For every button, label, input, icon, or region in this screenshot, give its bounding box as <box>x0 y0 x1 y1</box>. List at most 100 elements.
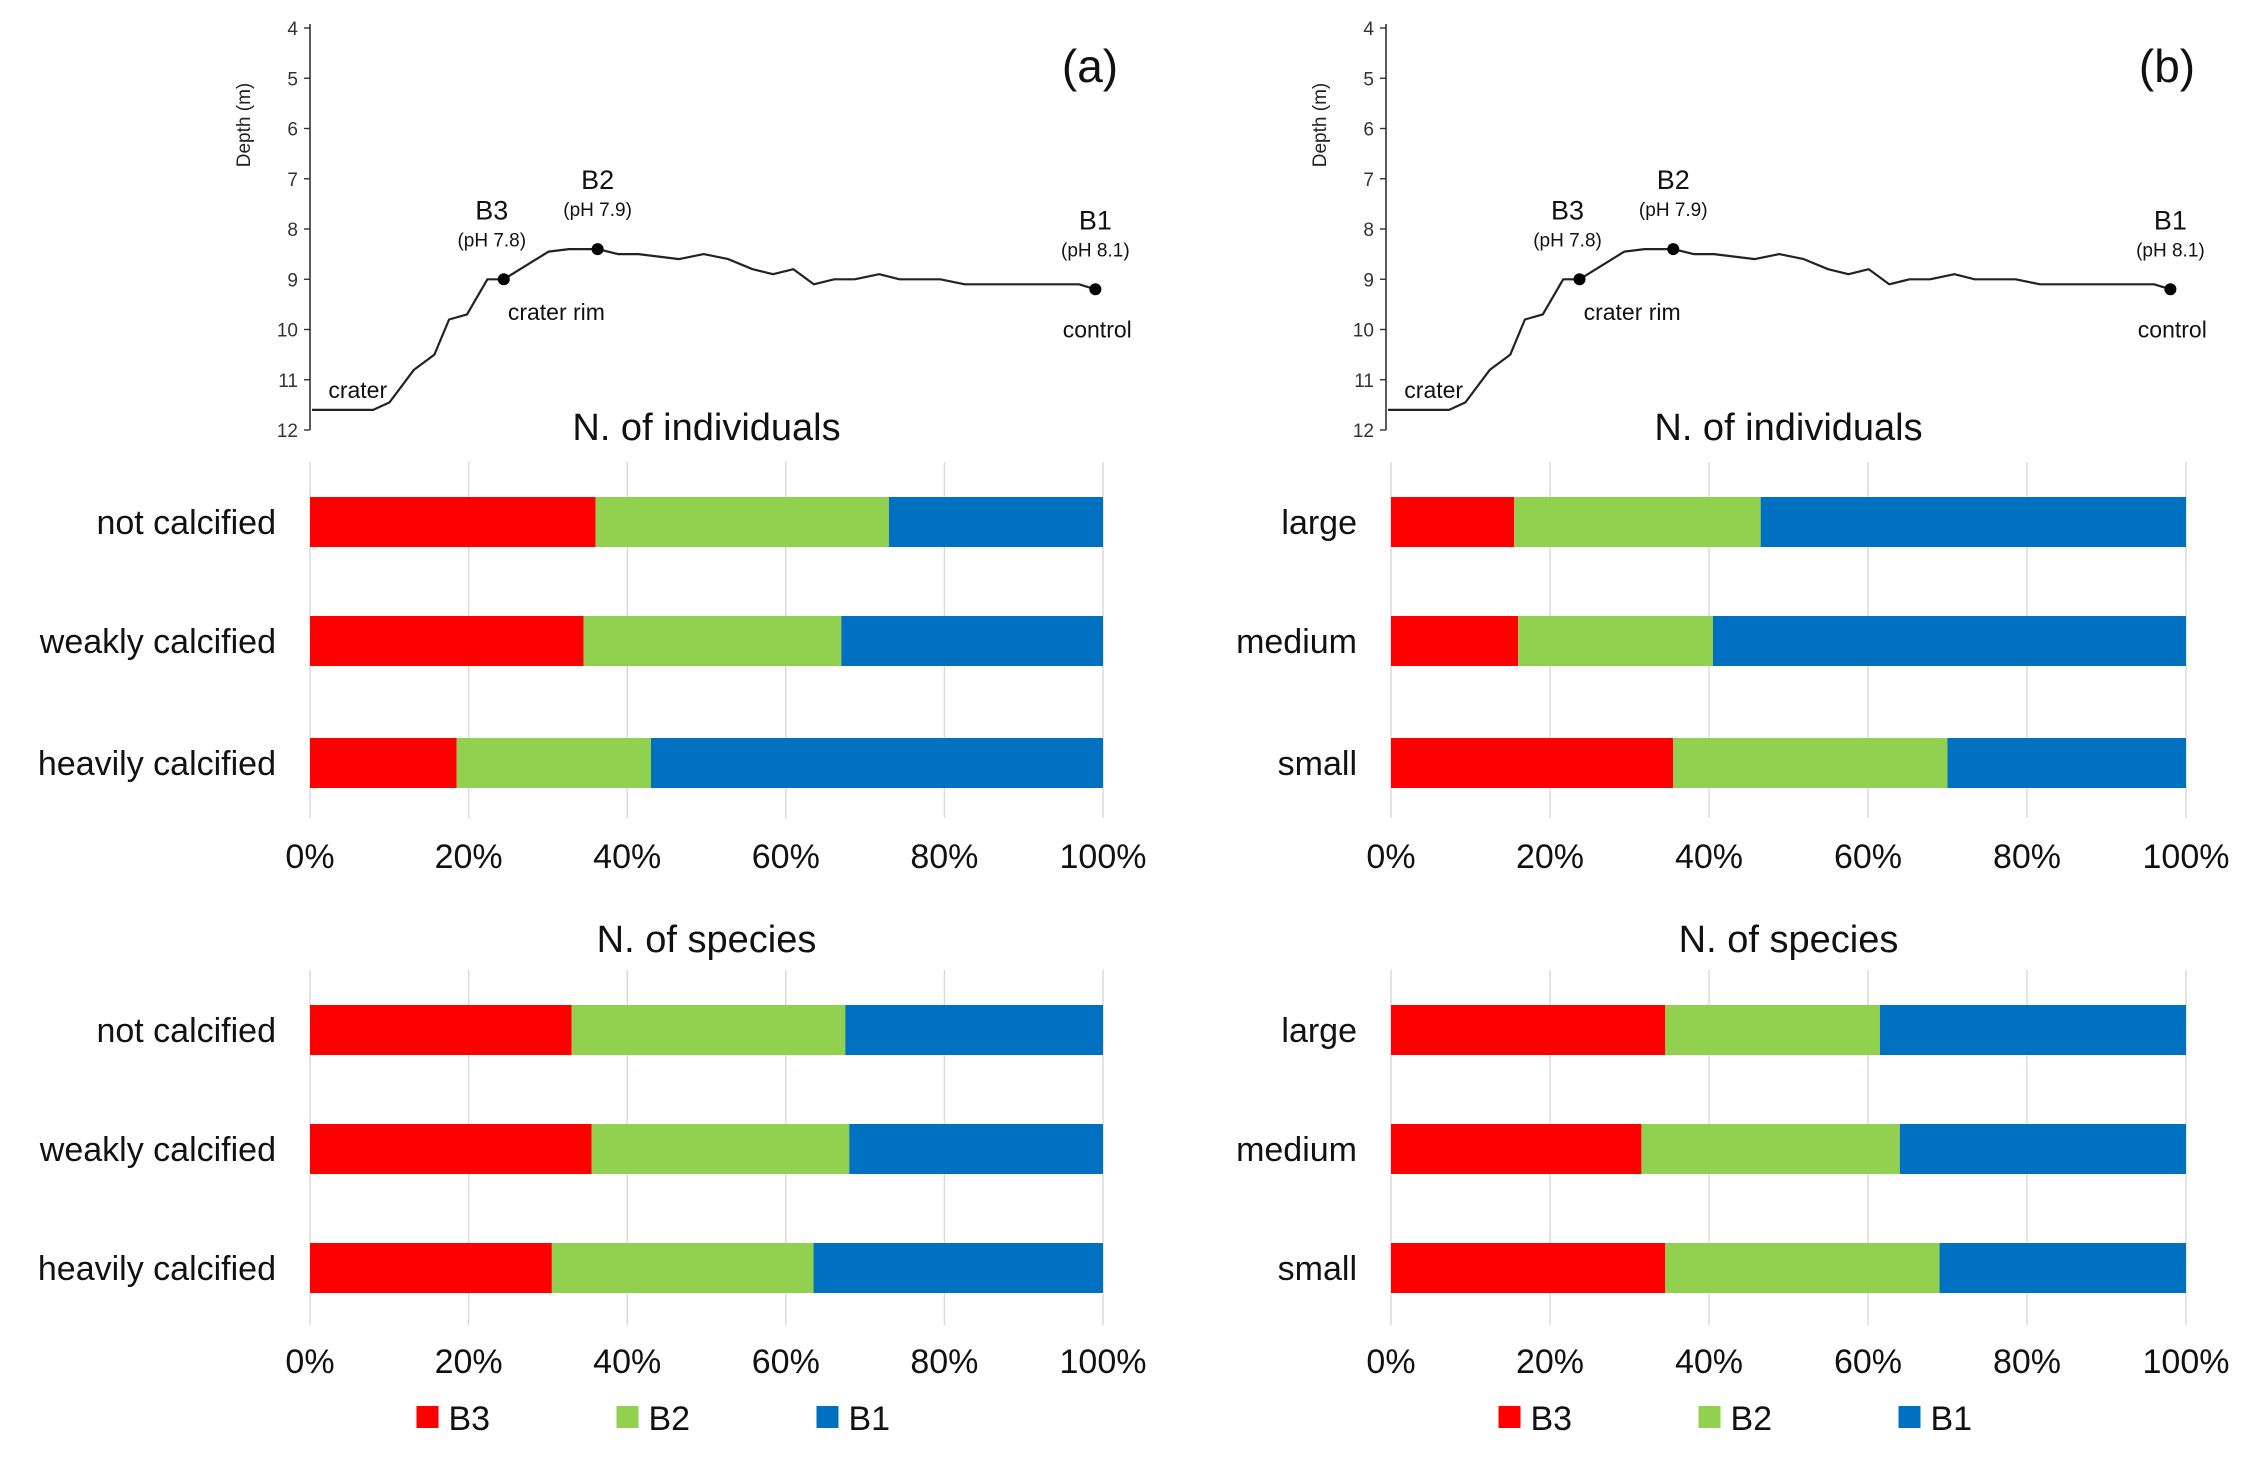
station-name: B1 <box>2154 205 2187 235</box>
bar-segment-b2 <box>591 1124 850 1174</box>
x-tick-label: 60% <box>752 838 820 876</box>
depth-tick-label: 11 <box>1354 371 1374 392</box>
depth-tick-label: 10 <box>277 321 298 342</box>
station-marker-b3 <box>497 273 510 286</box>
x-tick-label: 80% <box>910 838 978 876</box>
bar-segment-b3 <box>1391 1005 1666 1055</box>
profile-annotation: crater <box>328 377 387 403</box>
x-tick-label: 80% <box>1993 838 2061 876</box>
bar-segment-b3 <box>1391 616 1519 666</box>
station-name: B3 <box>1551 195 1584 225</box>
panel-label: (b) <box>2139 40 2195 92</box>
x-tick-label: 100% <box>1060 838 1147 876</box>
profile-annotation: crater <box>1404 377 1463 403</box>
bar-segment-b3 <box>1391 1124 1642 1174</box>
station-marker-b2 <box>1667 243 1680 256</box>
bar-segment-b2 <box>583 616 842 666</box>
profile-annotation: crater rim <box>508 299 605 325</box>
legend-label: B2 <box>1731 1400 1773 1438</box>
bar-segment-b2 <box>595 497 889 547</box>
bar-segment-b3 <box>310 1124 592 1174</box>
x-tick-label: 60% <box>1834 1343 1902 1381</box>
chart-title: N. of individuals <box>572 407 840 449</box>
depth-tick-label: 5 <box>287 69 298 90</box>
bar-segment-b2 <box>1673 738 1948 788</box>
legend-swatch-b1 <box>816 1406 839 1428</box>
x-tick-label: 0% <box>1366 838 1415 876</box>
x-tick-label: 80% <box>910 1343 978 1381</box>
category-label: weakly calcified <box>39 623 276 661</box>
station-ph: (pH 7.8) <box>457 230 526 251</box>
station-ph: (pH 8.1) <box>2136 240 2205 261</box>
profile-annotation: control <box>2138 317 2207 343</box>
station-marker-b3 <box>1573 273 1586 286</box>
depth-tick-label: 6 <box>1363 120 1374 141</box>
x-tick-label: 0% <box>285 838 334 876</box>
x-tick-label: 60% <box>1834 838 1902 876</box>
seafloor-profile-line <box>1388 248 2171 411</box>
category-label: medium <box>1236 623 1357 661</box>
category-label: weakly calcified <box>39 1131 276 1169</box>
bar-segment-b3 <box>1391 738 1674 788</box>
bar-segment-b1 <box>1760 497 2186 547</box>
x-tick-label: 40% <box>1675 838 1743 876</box>
legend-b: B3 B2 B1 <box>1498 1400 1973 1438</box>
category-label: heavily calcified <box>38 745 276 783</box>
x-tick-label: 20% <box>1516 838 1584 876</box>
bar-segment-b2 <box>1665 1243 1940 1293</box>
bar-segment-b3 <box>310 616 584 666</box>
bar-segment-b3 <box>310 738 457 788</box>
depth-tick-label: 9 <box>287 270 298 291</box>
station-ph: (pH 7.8) <box>1533 230 1602 251</box>
depth-tick-label: 7 <box>287 170 298 191</box>
stacked-bar-chart-b-species: 0% 20% 40% 60% 80% 100% N. of species large medi… <box>1236 919 2229 1381</box>
category-label: not calcified <box>96 1012 276 1050</box>
chart-title: N. of species <box>597 919 817 961</box>
bar-segment-b1 <box>849 1124 1103 1174</box>
category-label: small <box>1278 1250 1357 1288</box>
legend-label: B1 <box>1931 1400 1973 1438</box>
legend-label: B1 <box>849 1400 891 1438</box>
bar-segment-b2 <box>571 1005 846 1055</box>
x-tick-label: 20% <box>435 838 503 876</box>
bar-segment-b1 <box>888 497 1103 547</box>
depth-tick-label: 9 <box>1363 270 1374 291</box>
depth-tick-label: 4 <box>287 19 298 40</box>
station-name: B2 <box>1657 165 1690 195</box>
depth-axis-label: Depth (m) <box>234 83 255 167</box>
x-tick-label: 100% <box>2143 838 2230 876</box>
stacked-bar-chart-b-individuals: 0% 20% 40% 60% 80% 100% N. of individuals large… <box>1236 407 2229 876</box>
bar-segment-b1 <box>1939 1243 2186 1293</box>
bar-segment-b2 <box>551 1243 814 1293</box>
x-tick-label: 20% <box>1516 1343 1584 1381</box>
depth-tick-label: 10 <box>1353 321 1374 342</box>
station-marker-b1 <box>2164 283 2177 296</box>
x-tick-label: 100% <box>1060 1343 1147 1381</box>
station-name: B3 <box>475 195 508 225</box>
depth-tick-label: 6 <box>287 120 298 141</box>
depth-tick-label: 11 <box>278 371 298 392</box>
station-marker-b1 <box>1089 283 1102 296</box>
legend-swatch-b3 <box>416 1406 439 1428</box>
legend-label: B2 <box>649 1400 691 1438</box>
bar-segment-b3 <box>310 1005 572 1055</box>
bar-segment-b1 <box>1899 1124 2186 1174</box>
stacked-bar-chart-a-species: 0% 20% 40% 60% 80% 100% N. of species not calci… <box>38 919 1147 1381</box>
category-label: not calcified <box>96 504 276 542</box>
x-tick-label: 0% <box>1366 1343 1415 1381</box>
seafloor-profile-line <box>312 248 1096 411</box>
profile-annotation: control <box>1063 317 1132 343</box>
station-name: B1 <box>1079 205 1112 235</box>
station-ph: (pH 7.9) <box>1639 200 1708 221</box>
bar-segment-b3 <box>1391 1243 1666 1293</box>
station-marker-b2 <box>591 243 604 256</box>
chart-title: N. of individuals <box>1654 407 1922 449</box>
bar-segment-b1 <box>650 738 1103 788</box>
depth-tick-label: 12 <box>277 421 298 442</box>
x-tick-label: 0% <box>285 1343 334 1381</box>
bar-segment-b3 <box>1391 497 1515 547</box>
x-tick-label: 40% <box>593 1343 661 1381</box>
x-tick-label: 20% <box>435 1343 503 1381</box>
category-label: large <box>1281 1012 1357 1050</box>
bar-segment-b1 <box>1712 616 2186 666</box>
